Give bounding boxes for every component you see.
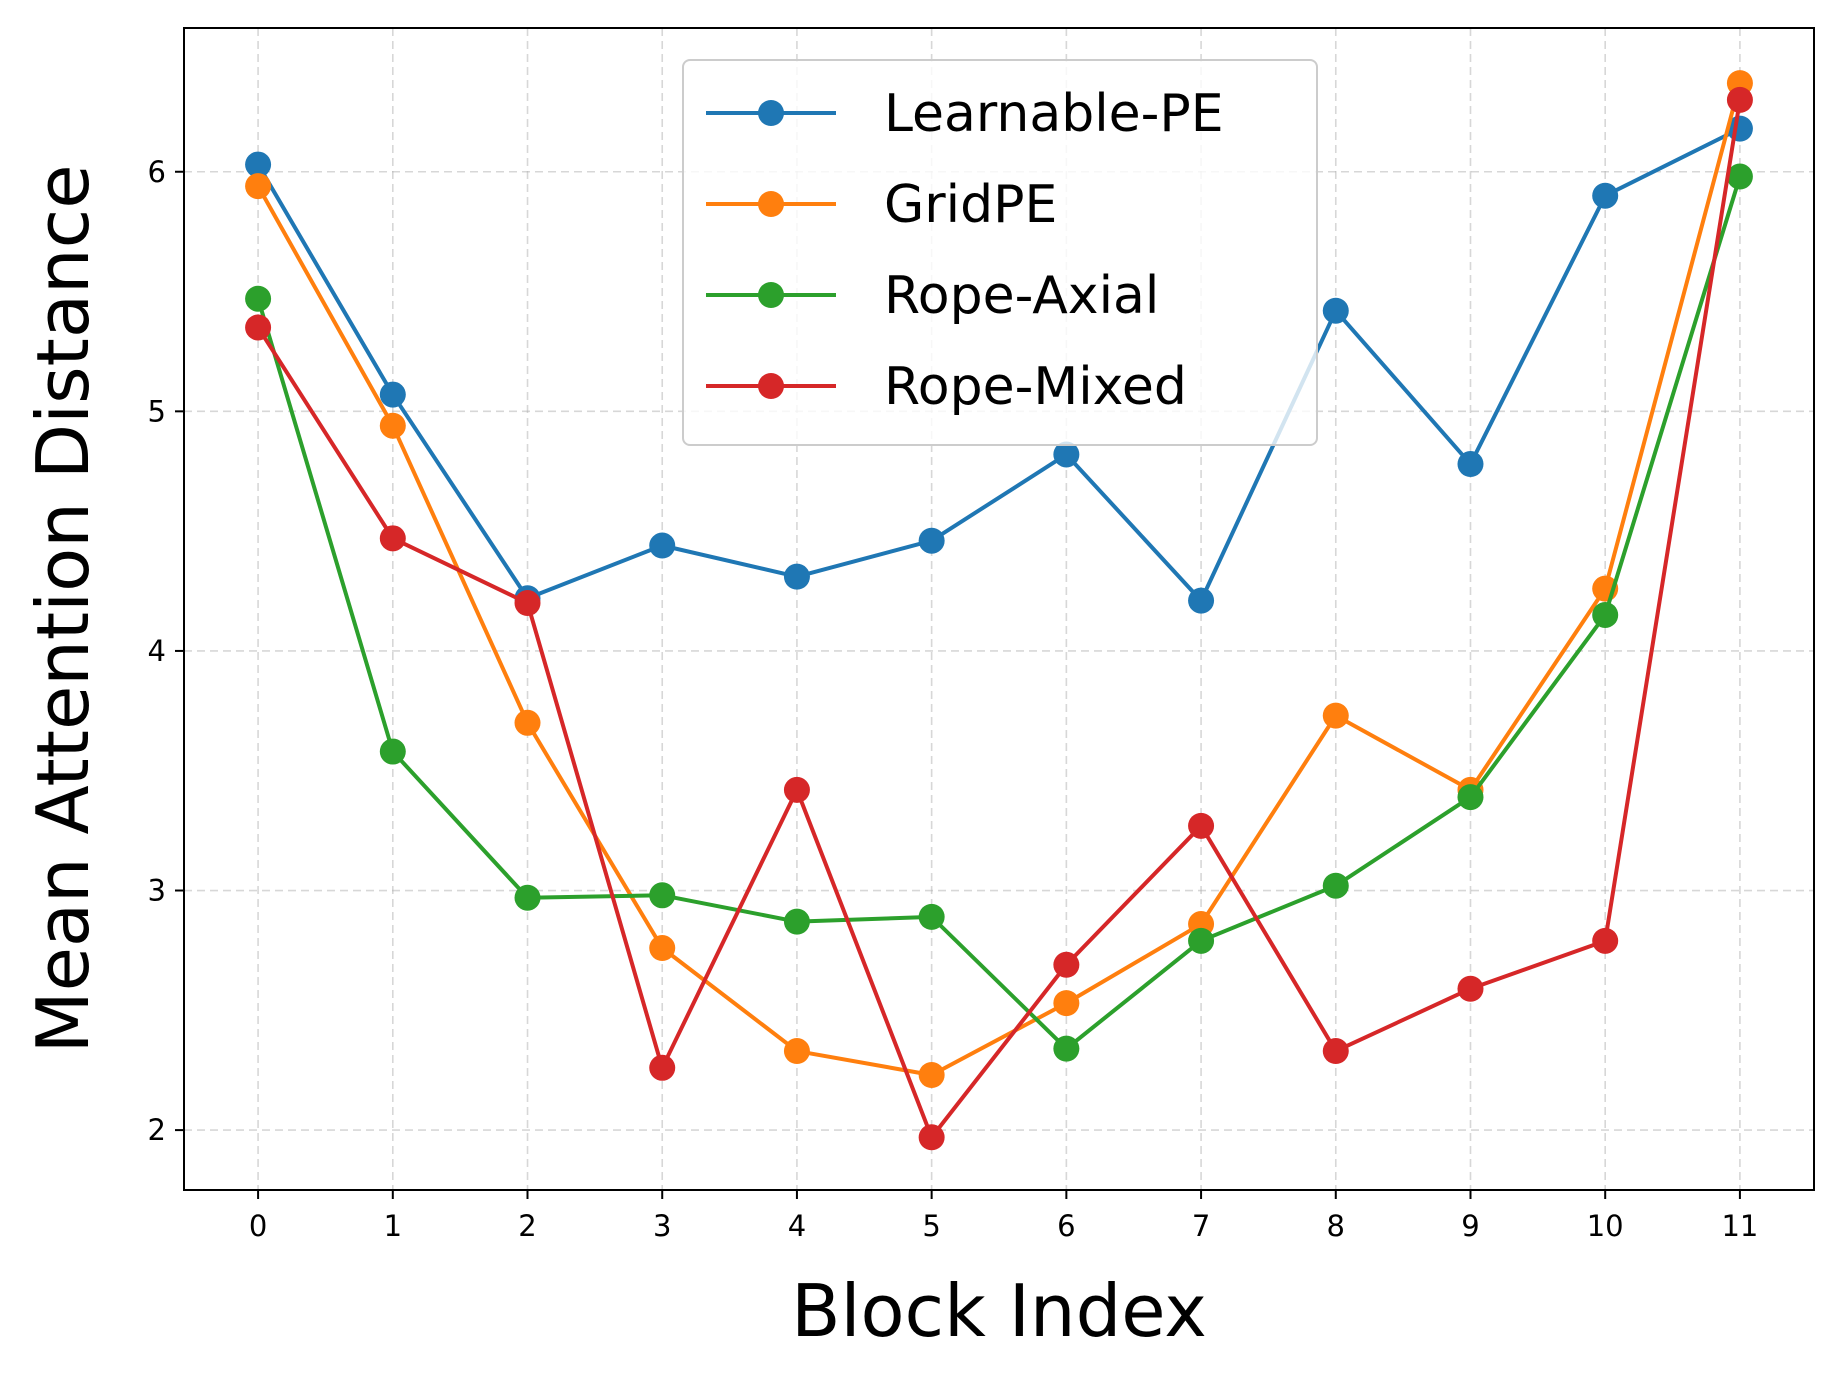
data-point (1457, 451, 1484, 478)
data-point (379, 412, 406, 439)
data-point (1322, 297, 1349, 324)
series-3 (245, 163, 1753, 1062)
data-point (1188, 812, 1215, 839)
legend-marker (758, 373, 784, 399)
x-tick-label: 11 (1721, 1209, 1758, 1243)
legend-marker (758, 282, 784, 308)
y-tick-label: 2 (148, 1113, 166, 1147)
data-point (918, 903, 945, 930)
data-point (918, 1124, 945, 1151)
plot-area-frame (183, 27, 1815, 1191)
legend-label: Rope-Mixed (884, 357, 1187, 417)
axis-ticks: 0 1 2 3 4 5 6 7 8 9 10 11 2 3 4 5 6 (148, 155, 1759, 1243)
data-point (783, 776, 810, 803)
data-point (1592, 182, 1619, 209)
data-point (1592, 601, 1619, 628)
data-point (1322, 1038, 1349, 1065)
legend-entry: Rope-Mixed (706, 357, 1187, 417)
data-point (783, 563, 810, 590)
x-tick-label: 9 (1461, 1209, 1479, 1243)
legend-box (682, 59, 1318, 446)
legend-label: Learnable-PE (884, 84, 1224, 144)
x-tick-label: 2 (518, 1209, 536, 1243)
series-1 (245, 115, 1753, 614)
x-tick-label: 10 (1587, 1209, 1624, 1243)
data-point (245, 314, 272, 341)
data-point (649, 935, 676, 962)
data-point (783, 1038, 810, 1065)
data-point (783, 908, 810, 935)
legend-marker (758, 100, 784, 126)
data-point (1726, 163, 1753, 190)
series-line (255, 97, 1743, 1140)
data-point (1053, 441, 1080, 468)
y-tick-label: 4 (148, 634, 166, 668)
data-point (379, 525, 406, 552)
data-point (1053, 1035, 1080, 1062)
x-tick-label: 0 (249, 1209, 267, 1243)
data-point (1322, 872, 1349, 899)
legend-entry: Learnable-PE (706, 84, 1224, 144)
data-point (379, 738, 406, 765)
data-point (649, 532, 676, 559)
data-point (1592, 927, 1619, 954)
data-point (245, 173, 272, 200)
data-point (1053, 990, 1080, 1017)
x-tick-label: 6 (1057, 1209, 1075, 1243)
x-tick-label: 1 (384, 1209, 402, 1243)
data-point (649, 1054, 676, 1081)
data-point (514, 709, 541, 736)
series-line (255, 80, 1743, 1077)
data-point (1322, 702, 1349, 729)
data-point (245, 285, 272, 312)
data-point (514, 590, 541, 617)
data-point (1726, 86, 1753, 113)
x-tick-label: 3 (653, 1209, 671, 1243)
y-axis-title: Mean Attention Distance (21, 164, 105, 1053)
data-point (1457, 784, 1484, 811)
data-point (918, 527, 945, 554)
x-axis-title: Block Index (791, 1269, 1207, 1353)
data-point (649, 882, 676, 909)
x-tick-label: 4 (788, 1209, 806, 1243)
legend-marker (758, 191, 784, 217)
x-tick-label: 7 (1192, 1209, 1210, 1243)
data-point (1188, 927, 1215, 954)
legend-entry: GridPE (706, 175, 1057, 235)
data-point (918, 1061, 945, 1088)
data-point (514, 884, 541, 911)
data-point (379, 381, 406, 408)
series-group (245, 70, 1753, 1151)
x-tick-label: 5 (922, 1209, 940, 1243)
data-point (1053, 951, 1080, 978)
legend: Learnable-PE GridPE Rope-Axial Rope-Mixed (682, 59, 1318, 446)
data-point (1457, 975, 1484, 1002)
series-line (255, 174, 1743, 1051)
y-tick-label: 5 (148, 394, 166, 428)
legend-entry: Rope-Axial (706, 266, 1159, 326)
legend-label: GridPE (884, 175, 1057, 235)
series-line (255, 125, 1743, 603)
y-tick-label: 3 (148, 874, 166, 908)
legend-label: Rope-Axial (884, 266, 1159, 326)
series-4 (245, 86, 1753, 1151)
data-point (1188, 587, 1215, 614)
y-tick-label: 6 (148, 155, 166, 189)
data-point (245, 151, 272, 178)
x-tick-label: 8 (1327, 1209, 1345, 1243)
